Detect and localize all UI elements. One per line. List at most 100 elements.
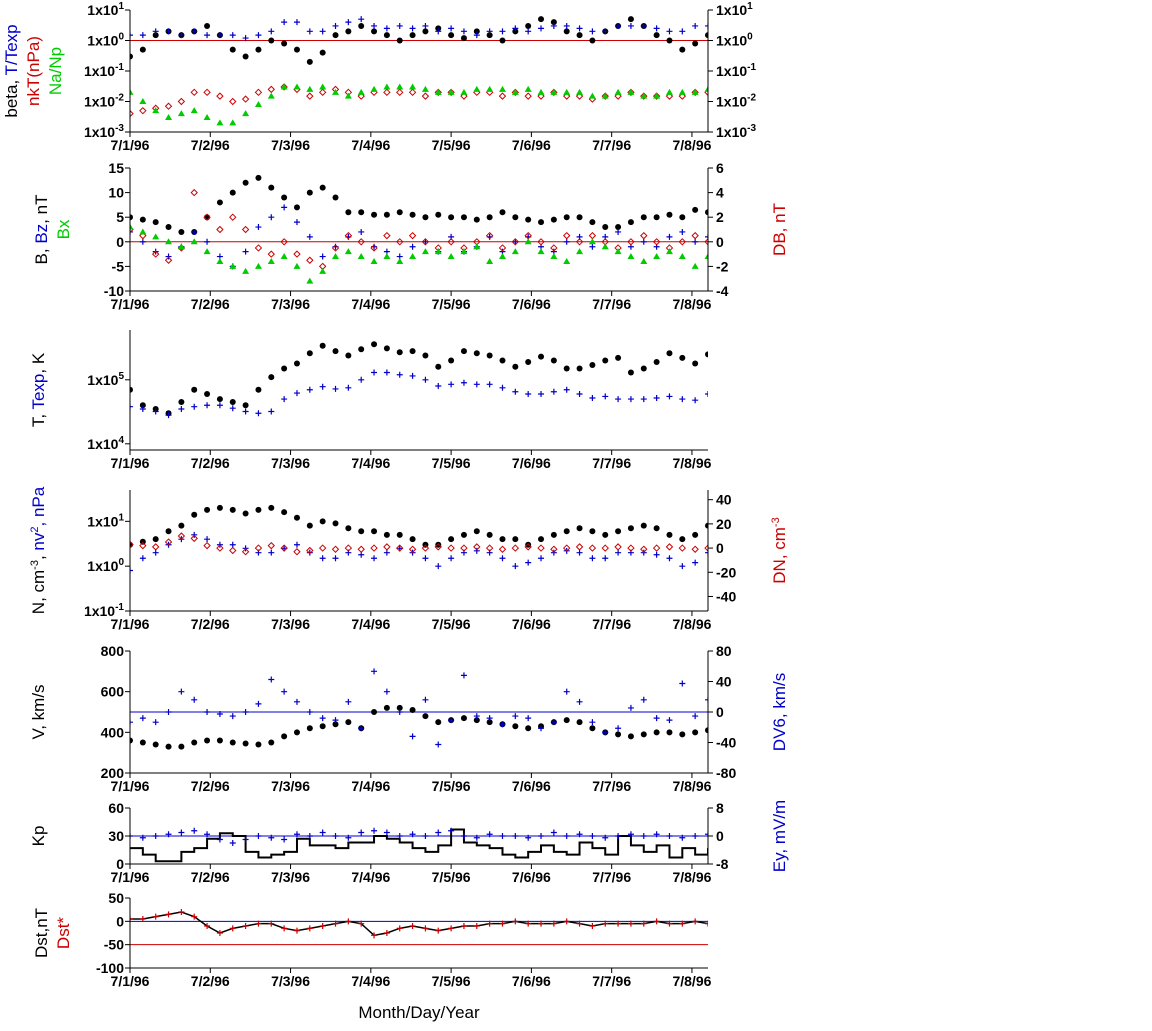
data-point — [653, 525, 660, 532]
data-point — [499, 209, 506, 216]
data-point — [665, 88, 673, 95]
data-point — [486, 831, 493, 838]
data-point — [615, 528, 622, 535]
data-point — [165, 528, 172, 535]
data-point — [615, 224, 622, 231]
data-point — [306, 709, 313, 715]
data-point — [563, 92, 571, 100]
data-point — [653, 25, 660, 32]
data-point — [306, 277, 314, 284]
data-point — [139, 228, 147, 235]
data-point — [254, 244, 263, 252]
data-point — [319, 518, 326, 525]
data-point — [357, 253, 365, 260]
y-tick-label: 1x100 — [87, 557, 124, 574]
y-tick-label: 1x101 — [87, 1, 124, 18]
data-point — [563, 688, 570, 695]
data-point — [422, 22, 429, 29]
y-tick-label: 800 — [101, 643, 125, 659]
data-point — [242, 923, 249, 929]
data-point — [255, 700, 262, 707]
data-point — [589, 362, 596, 369]
data-point — [460, 88, 468, 95]
data-point — [281, 925, 288, 932]
series-line — [130, 828, 708, 863]
data-point — [499, 357, 506, 364]
data-point — [627, 253, 635, 260]
data-point — [653, 214, 660, 221]
data-point — [280, 544, 288, 552]
x-tick-label: 7/4/96 — [351, 778, 390, 794]
data-point — [627, 920, 634, 927]
data-point — [602, 28, 609, 35]
data-point — [164, 538, 173, 546]
data-point — [588, 92, 596, 99]
data-point — [280, 83, 288, 91]
data-point — [589, 528, 596, 535]
data-point — [396, 88, 404, 97]
data-point — [396, 209, 403, 216]
data-point — [371, 555, 378, 562]
data-point — [666, 531, 673, 538]
data-point — [130, 32, 133, 39]
y-tick-label: 1x10-1 — [84, 62, 124, 79]
data-point — [653, 715, 660, 722]
data-point — [242, 35, 249, 42]
data-point — [383, 704, 390, 711]
y-tick-label-right: 4 — [716, 185, 724, 201]
data-point — [705, 32, 708, 39]
data-point — [666, 350, 673, 357]
data-point — [370, 257, 378, 264]
data-point — [691, 88, 699, 97]
data-point — [448, 357, 455, 364]
data-point — [512, 833, 519, 839]
data-point — [665, 543, 674, 551]
data-point — [267, 92, 275, 99]
data-point — [318, 88, 327, 97]
data-point — [332, 88, 340, 95]
data-point — [421, 238, 430, 246]
data-point — [473, 85, 481, 92]
data-point — [524, 238, 532, 245]
data-point — [576, 214, 583, 221]
data-point — [178, 829, 185, 836]
data-point — [679, 834, 686, 841]
data-point — [130, 833, 133, 839]
y-tick-label: 5 — [116, 209, 124, 225]
data-point — [139, 555, 146, 562]
data-point — [332, 920, 339, 927]
y-tick-label-right: 20 — [716, 516, 732, 532]
data-point — [229, 405, 236, 412]
data-point — [229, 840, 236, 846]
data-point — [281, 688, 288, 695]
y-axis-label-right: DN, cm-3 — [770, 517, 789, 583]
data-point — [242, 248, 249, 255]
data-point — [640, 396, 647, 403]
data-point — [511, 88, 520, 97]
data-point — [216, 225, 224, 234]
data-point — [679, 228, 686, 235]
data-point — [563, 918, 570, 925]
series-group — [130, 341, 708, 419]
series-group — [130, 909, 708, 939]
data-point — [409, 32, 416, 39]
data-point — [408, 88, 417, 97]
data-point — [409, 253, 417, 260]
data-point — [408, 231, 417, 240]
data-point — [588, 544, 597, 552]
x-tick-label: 7/8/96 — [672, 616, 711, 632]
x-tick-label: 7/4/96 — [351, 973, 390, 989]
data-point — [293, 514, 300, 521]
data-point — [524, 543, 532, 551]
data-point — [409, 536, 416, 543]
data-point — [679, 28, 686, 35]
data-point — [537, 544, 545, 552]
data-point — [281, 365, 288, 372]
data-point — [512, 563, 519, 570]
data-point — [255, 506, 262, 513]
data-point — [242, 740, 249, 747]
data-point — [130, 53, 133, 60]
x-tick-label: 7/7/96 — [592, 296, 631, 312]
data-point — [692, 531, 699, 538]
data-point — [281, 396, 288, 403]
